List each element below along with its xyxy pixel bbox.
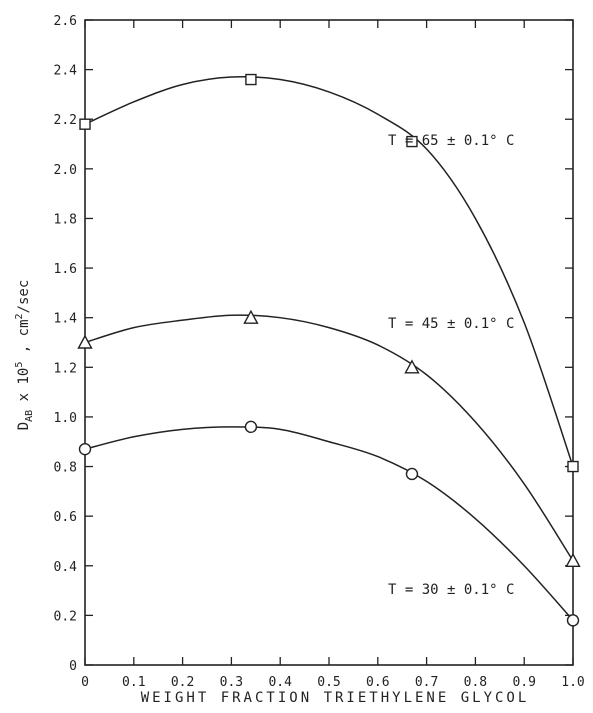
x-tick-label: 0.4 [268,675,292,690]
x-tick-label: 0.9 [512,675,535,690]
y-axis-label-part: x 10 [16,368,32,410]
y-axis-label-part: AB [24,410,35,422]
series-line [84,314,574,562]
y-tick-label: 0.2 [54,609,77,624]
x-tick-label: 0.7 [415,675,438,690]
triangle-marker [243,309,259,324]
series-label: T = 65 ± 0.1° C [388,133,514,149]
square-marker [245,73,257,86]
x-tick-label: 0.8 [464,675,487,690]
x-tick-label: 0.2 [171,675,194,690]
y-axis-label-part: /sec [16,280,32,314]
plot-frame [84,19,574,666]
y-axis-label-part: , cm [16,319,32,361]
y-tick-label: 1.6 [54,262,77,277]
series-line [84,75,574,467]
x-tick-label: 0.5 [317,675,340,690]
y-tick-label: 1.2 [54,361,77,376]
y-tick-label: 0.4 [54,560,78,575]
circle-marker [78,442,92,456]
triangle-marker [565,552,581,568]
x-tick-label: 0 [81,675,89,690]
triangle-marker [77,334,93,349]
x-axis-label: WEIGHT FRACTION TRIETHYLENE GLYCOL [141,690,530,706]
y-tick-label: 2.2 [54,113,77,128]
y-tick-label: 1.0 [54,411,77,426]
series-labels: T = 65 ± 0.1° C T = 45 ± 0.1° C T = 30 ± 0… [388,133,514,598]
circle-marker [405,467,419,481]
plot-area-border [84,19,574,666]
y-axis-label-part: 5 [14,362,25,368]
y-tick-label: 2.4 [54,64,78,79]
square-marker [406,135,418,148]
series-line [84,426,574,621]
x-tick-label: 0.1 [122,675,145,690]
y-tick-label: 0 [69,659,77,674]
series-markers [77,73,581,627]
x-tick-label: 1.0 [561,675,584,690]
square-marker [567,460,579,473]
triangle-marker [404,359,420,374]
y-axis-label-part: 2 [14,313,25,319]
y-axis-ticks: 0 0.2 0.4 0.6 0.8 1.0 1.2 1.4 1.6 1.8 2.0 2.2 2.4 2.6 [54,14,573,674]
x-axis-ticks: 0 0.1 0.2 0.3 0.4 0.5 0.6 0.7 0.8 0.9 1.0 [81,20,585,690]
x-tick-label: 0.6 [366,675,389,690]
y-tick-label: 0.8 [54,461,77,476]
y-tick-label: 1.4 [54,312,78,327]
y-tick-label: 2.6 [54,14,77,29]
square-marker [79,118,91,130]
series-label: T = 30 ± 0.1° C [388,582,514,598]
circle-marker [244,420,258,434]
y-axis-label-part: D [16,422,32,430]
y-axis-label: DAB x 105 , cm2/sec [14,280,35,431]
series-label: T = 45 ± 0.1° C [388,316,514,332]
y-tick-label: 0.6 [54,510,77,525]
y-tick-label: 2.0 [54,163,77,178]
x-tick-label: 0.3 [220,675,243,690]
y-tick-label: 1.8 [54,212,77,227]
circle-marker [566,614,580,627]
series-curves [84,75,574,621]
